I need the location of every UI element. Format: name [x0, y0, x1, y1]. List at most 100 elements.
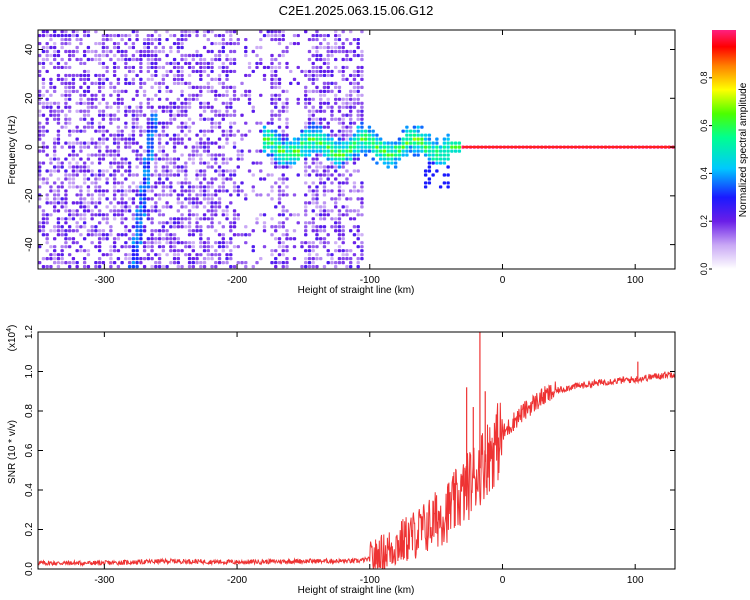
heatmap-cell-1982	[274, 30, 278, 34]
heatmap-cell-343	[75, 185, 79, 189]
heatmap-cell-819	[127, 45, 132, 50]
heatmap-cell-1919	[270, 185, 274, 189]
heatmap-cell-877	[135, 185, 139, 189]
heatmap-cell-2638	[352, 189, 357, 193]
heatmap-cell-98	[49, 253, 53, 257]
heatmap-cell-2111	[292, 157, 297, 161]
heatmap-cell-1274	[176, 137, 181, 141]
heatmap-cell-226	[64, 245, 68, 249]
heatmap-cell-970	[146, 253, 151, 257]
heatmap-cell-604	[105, 213, 109, 217]
heatmap-cell-991	[146, 137, 151, 141]
heatmap-cell-683	[112, 85, 117, 89]
heatmap-cell-196	[60, 261, 64, 265]
heatmap-cell-526	[97, 245, 102, 249]
heatmap-cell-487	[90, 105, 94, 109]
heatmap-cell-249	[64, 101, 68, 105]
heatmap-cell-336	[75, 229, 79, 233]
heatmap-cell-205	[60, 205, 64, 209]
heatmap-cell-889	[135, 105, 139, 109]
heatmap-cell-87	[45, 89, 49, 93]
heatmap-cell-287	[67, 109, 72, 113]
heatmap-cell-2029	[281, 225, 285, 229]
heatmap-cell-599	[105, 253, 109, 257]
heatmap-cell-2905	[446, 141, 450, 145]
heatmap-cell-2906	[446, 137, 450, 141]
heatmap-cell-2541	[341, 161, 345, 165]
heatmap-cell-739	[120, 189, 124, 193]
heatmap-cell-1416	[191, 121, 195, 125]
heatmap-cell-1145	[161, 133, 166, 137]
heatmap-cell-1826	[244, 93, 248, 97]
heatmap-cell-793	[127, 265, 132, 269]
heatmap-cell-412	[82, 161, 87, 165]
heatmap-cell-1908	[266, 65, 270, 70]
heatmap-cell-2596	[345, 49, 349, 54]
heatmap-cell-2672	[356, 209, 360, 213]
heatmap-cell-2855	[427, 181, 432, 185]
heatmap-cell-1052	[150, 33, 154, 38]
heatmap-cell-554	[97, 101, 102, 105]
heatmap-cell-1354	[184, 61, 188, 66]
heatmap-cell-561	[97, 57, 102, 62]
heatmap-cell-2501	[337, 181, 342, 185]
heatmap-cell-1161	[165, 233, 169, 237]
heatmap-cell-2107	[292, 229, 297, 233]
heatmap-cell-2687	[356, 109, 360, 113]
heatmap-cell-2895	[442, 141, 447, 145]
heatmap-cell-1214	[169, 101, 173, 105]
heatmap-cell-377	[79, 157, 83, 161]
heatmap-cell-2354	[322, 193, 327, 197]
heatmap-cell-2483	[334, 33, 338, 38]
heatmap-cell-1058	[154, 229, 158, 233]
heatmap-cell-168	[56, 209, 61, 213]
heatmap-cell-2822	[408, 129, 413, 133]
heatmap-cell-2365	[322, 137, 327, 141]
heatmap-cell-1480	[199, 113, 203, 117]
snr-x-tick-label-4: 100	[627, 575, 644, 586]
heatmap-cell-895	[135, 37, 139, 42]
heatmap-cell-1679	[221, 133, 225, 137]
heatmap-cell-1119	[157, 65, 162, 70]
heatmap-cell-1154	[161, 65, 166, 70]
heatmap-cell-1219	[169, 45, 173, 50]
heatmap-cell-186	[56, 109, 61, 113]
heatmap-cell-405	[82, 201, 87, 205]
heatmap-cell-30	[38, 41, 42, 46]
heatmap-cell-74	[45, 197, 49, 201]
heatmap-cell-845	[131, 121, 136, 125]
heatmap-cell-969	[146, 257, 151, 261]
heatmap-cell-670	[112, 173, 117, 177]
heatmap-cell-2077	[285, 141, 289, 145]
heatmap-cell-2315	[319, 177, 323, 181]
heatmap-cell-750	[120, 97, 124, 101]
heatmap-cell-2200	[307, 141, 312, 145]
heatmap-cell-896	[135, 33, 139, 38]
heatmap-cell-2727	[360, 93, 364, 97]
heatmap-cell-1645	[217, 137, 222, 141]
heatmap-cell-2136	[300, 245, 304, 249]
heatmap-cell-1675	[221, 161, 225, 165]
heatmap-cell-1003	[146, 61, 151, 66]
heatmap-cell-438	[86, 205, 91, 209]
heatmap-cell-2037	[281, 177, 285, 181]
heatmap-cell-2498	[337, 193, 342, 197]
heatmap-cell-2374	[322, 81, 327, 85]
heatmap-cell-112	[49, 101, 53, 105]
heatmap-cell-563	[97, 41, 102, 46]
heatmap-cell-1667	[221, 213, 225, 217]
heatmap-cell-681	[112, 101, 117, 105]
heatmap-cell-1873	[259, 149, 263, 153]
heatmap-cell-652	[109, 49, 113, 54]
heatmap-cell-1540	[206, 185, 210, 189]
heatmap-cell-466	[86, 30, 91, 34]
heatmap-cell-480	[90, 161, 94, 165]
heatmap-cell-361	[75, 33, 79, 38]
heatmap-cell-923	[139, 113, 143, 117]
heatmap-cell-2717	[360, 137, 364, 141]
heatmap-cell-2815	[405, 129, 409, 133]
heatmap-cell-1764	[232, 221, 237, 225]
heatmap-cell-2757	[371, 129, 375, 133]
heatmap-cell-578	[101, 137, 106, 141]
heatmap-cell-2303	[315, 33, 319, 38]
